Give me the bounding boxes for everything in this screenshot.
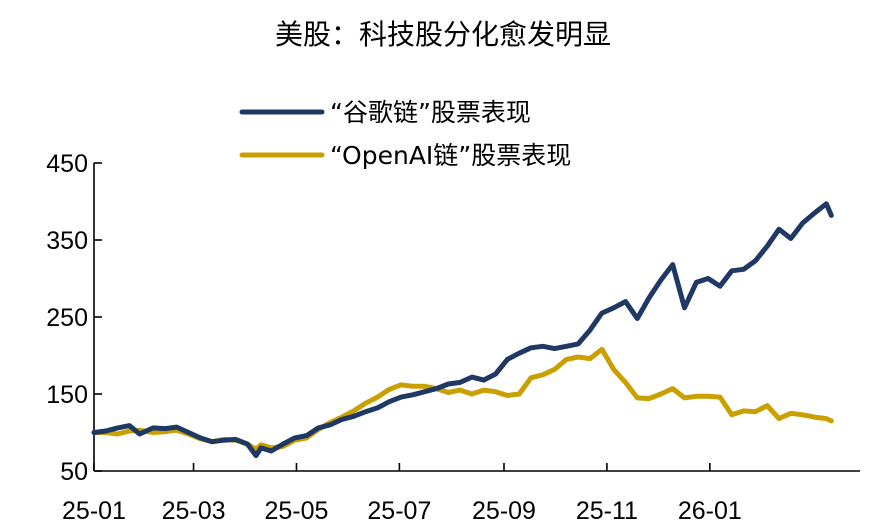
x-tick-label: 25-03 bbox=[162, 497, 226, 525]
legend-label-openai: “OpenAI链”股票表现 bbox=[330, 141, 571, 170]
x-axis: 25-01 25-03 25-05 25-07 25-09 25-11 26-01 bbox=[62, 463, 860, 525]
x-tick-label: 25-09 bbox=[472, 497, 536, 525]
y-axis: 50 150 250 350 450 bbox=[46, 150, 102, 486]
x-tick-label: 26-01 bbox=[678, 497, 742, 525]
x-tick-label: 25-11 bbox=[576, 497, 638, 525]
x-tick-label: 25-05 bbox=[264, 497, 328, 525]
series-line-google bbox=[91, 201, 834, 459]
x-tick-label: 25-01 bbox=[62, 497, 126, 525]
y-tick-label: 150 bbox=[46, 381, 88, 409]
y-tick-label: 50 bbox=[60, 458, 88, 486]
y-tick-label: 350 bbox=[46, 227, 88, 255]
legend: “谷歌链”股票表现 “OpenAI链”股票表现 bbox=[239, 98, 571, 170]
y-tick-label: 450 bbox=[46, 150, 88, 178]
x-tick-label: 25-07 bbox=[367, 497, 431, 525]
y-tick-label: 250 bbox=[46, 304, 88, 332]
series-line-openai bbox=[91, 346, 834, 452]
legend-label-google: “谷歌链”股票表现 bbox=[330, 98, 531, 127]
chart-title: 美股：科技股分化愈发明显 bbox=[275, 18, 611, 51]
plot-area bbox=[91, 201, 834, 459]
